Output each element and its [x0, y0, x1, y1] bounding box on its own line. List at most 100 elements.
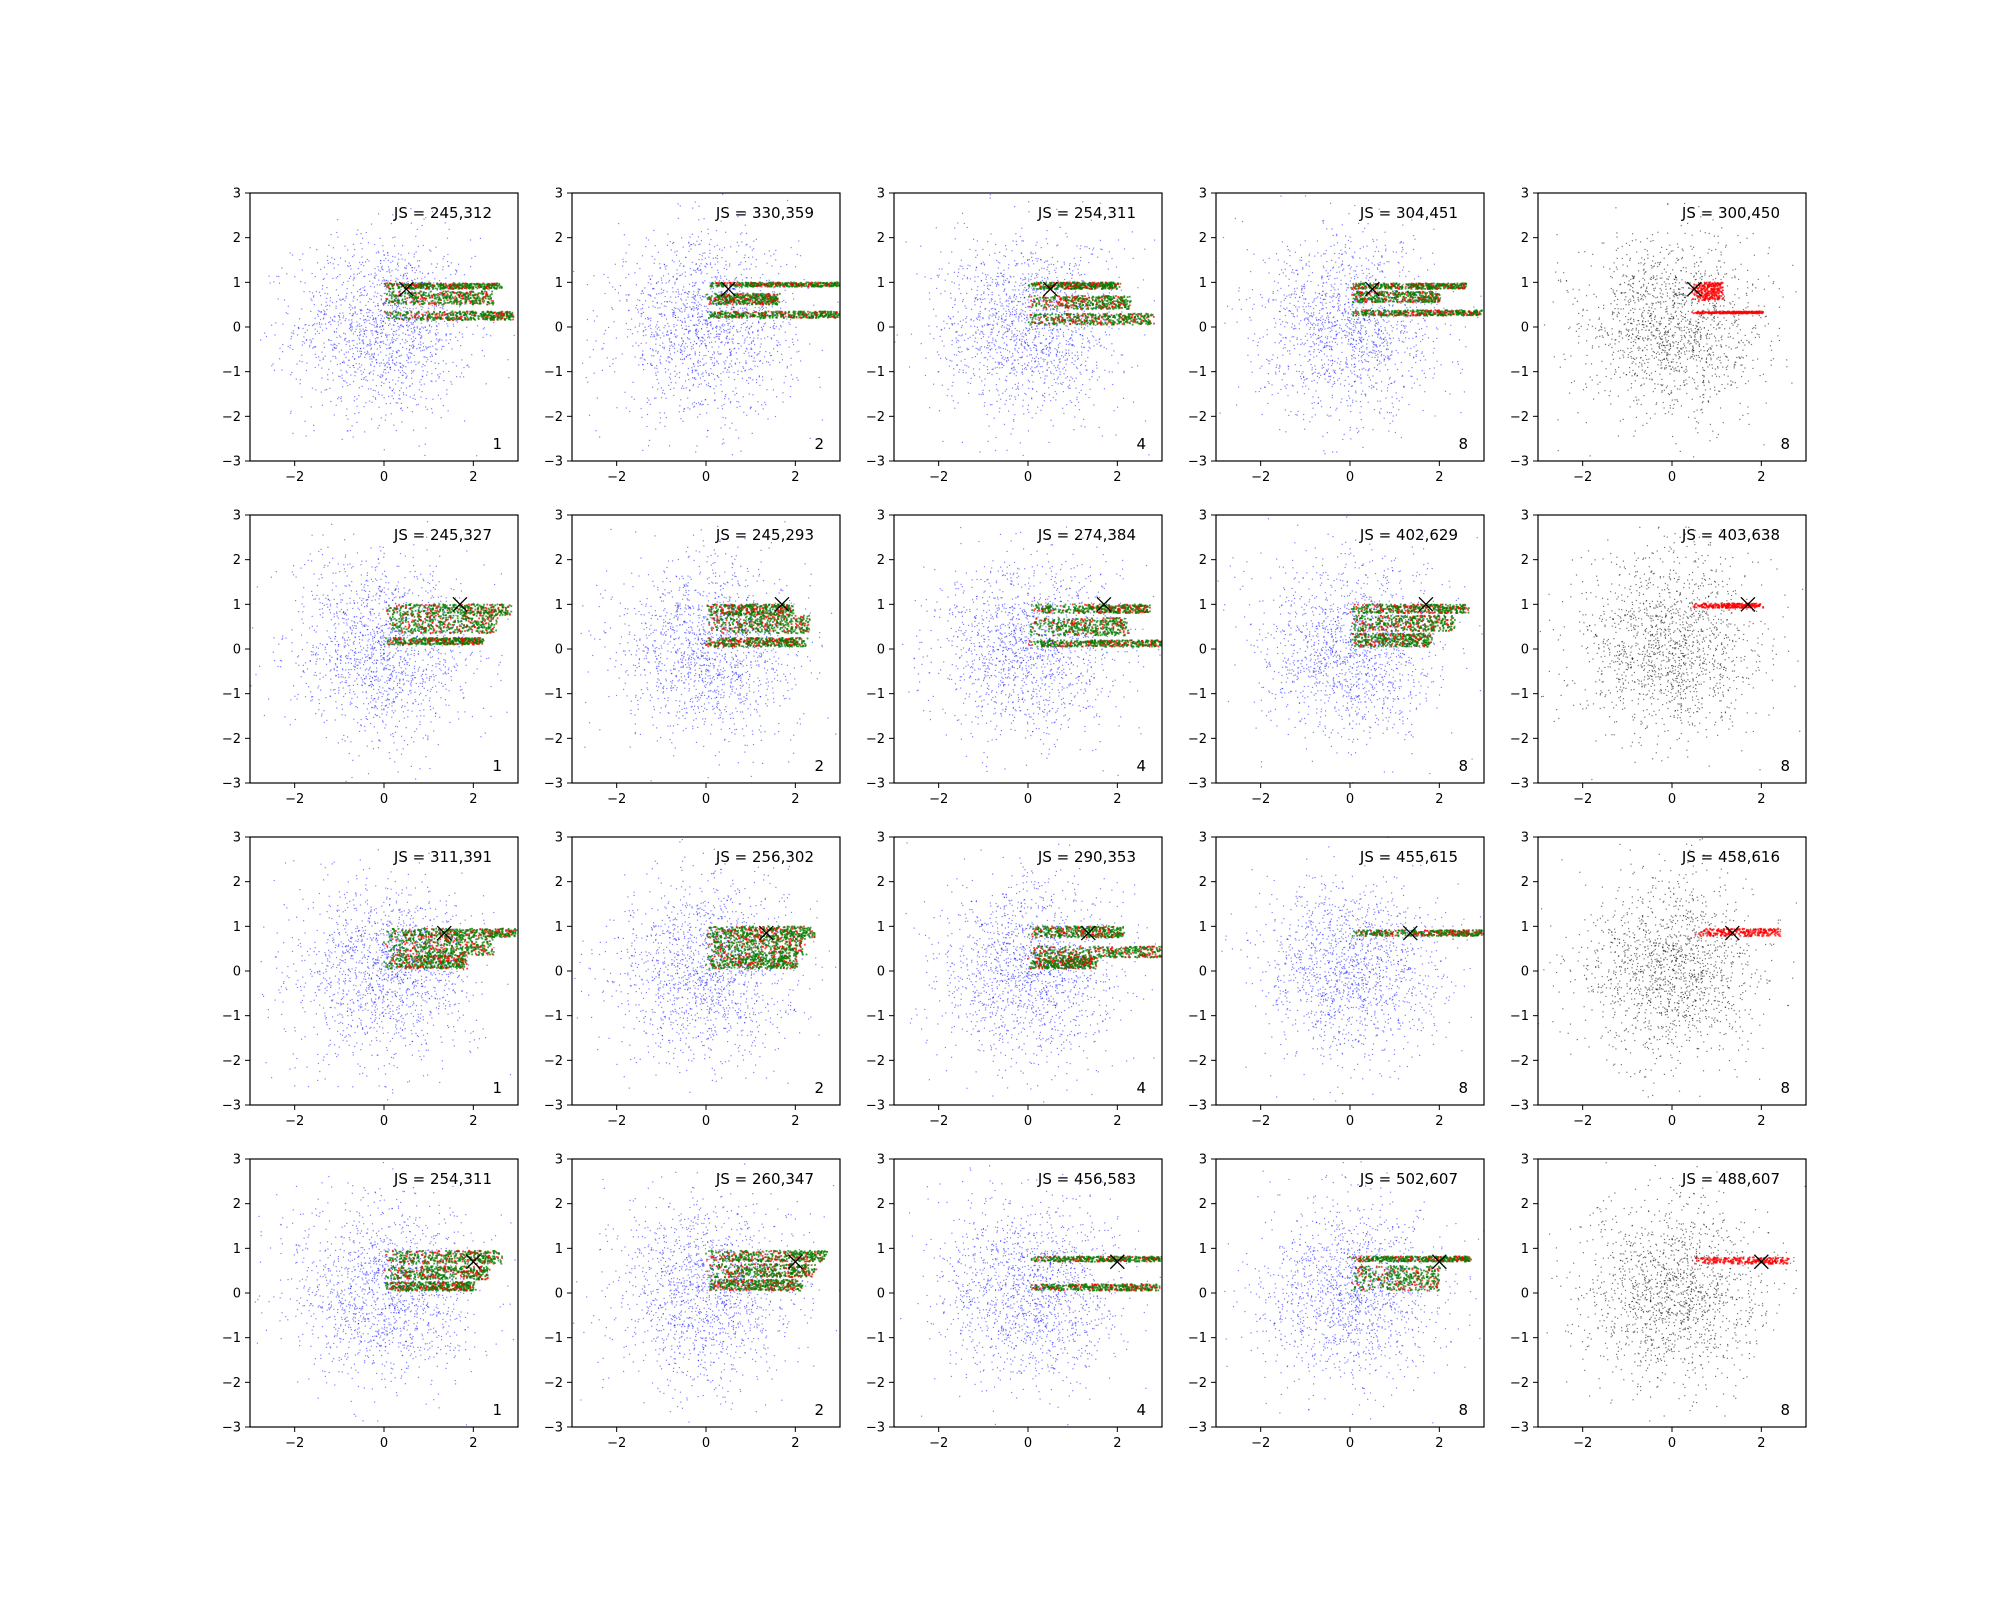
streak-point [394, 295, 397, 298]
streak-point [478, 315, 481, 318]
cloud-point [736, 280, 738, 282]
streak-point [500, 313, 503, 316]
streak-point [407, 312, 409, 315]
cloud-point [680, 307, 682, 309]
cloud-point [673, 347, 676, 349]
cloud-point [354, 312, 356, 314]
cloud-point [634, 356, 636, 358]
streak-point [477, 282, 480, 285]
cloud-point [367, 242, 369, 244]
cloud-point [683, 410, 685, 412]
cloud-point [792, 378, 794, 380]
cloud-point [754, 306, 756, 309]
cloud-point [409, 396, 411, 398]
cloud-point [767, 361, 770, 363]
streak-point [487, 315, 489, 318]
cloud-point [369, 316, 371, 319]
cloud-point [731, 306, 733, 308]
streak-point [489, 294, 492, 296]
cloud-point [781, 359, 783, 361]
cloud-point [388, 293, 391, 295]
streak-point [404, 283, 407, 286]
streak-point [730, 283, 733, 286]
streak-point [438, 293, 441, 296]
streak-point [468, 285, 470, 287]
cloud-point [695, 370, 697, 372]
streak-point [767, 281, 770, 284]
cloud-point [385, 279, 387, 282]
cloud-point [321, 377, 323, 379]
background-cloud [260, 208, 518, 461]
streak-point [479, 301, 481, 304]
cloud-point [371, 361, 373, 363]
cloud-point [713, 388, 715, 390]
streak-point [404, 295, 406, 298]
cloud-point [395, 277, 397, 279]
cloud-point [709, 321, 711, 324]
cloud-point [681, 353, 683, 355]
cloud-point [669, 378, 672, 380]
cloud-point [775, 249, 777, 251]
streak-point [714, 297, 716, 300]
cloud-point [401, 374, 403, 376]
cloud-point [365, 261, 367, 263]
cloud-point [335, 357, 337, 359]
streak-point [410, 301, 413, 304]
cloud-point [587, 381, 589, 383]
cloud-point [352, 256, 354, 258]
cloud-point [469, 239, 472, 241]
streak-point [471, 290, 474, 293]
cloud-point [710, 238, 712, 241]
cloud-point [750, 342, 753, 344]
cloud-point [636, 304, 638, 306]
cloud-point [320, 304, 323, 306]
streak-point [437, 316, 440, 319]
streak-point [726, 282, 729, 284]
cloud-point [386, 316, 388, 318]
cloud-point [387, 361, 389, 363]
cloud-point [614, 371, 616, 373]
cloud-point [689, 236, 691, 238]
cloud-point [622, 258, 624, 260]
cloud-point [699, 340, 701, 342]
streak-point [468, 300, 471, 302]
cloud-point [318, 291, 321, 293]
cloud-point [282, 344, 284, 346]
cloud-point [273, 369, 276, 371]
cloud-point [405, 275, 407, 277]
streak-point [488, 284, 491, 286]
cloud-point [669, 361, 671, 364]
cloud-point [380, 417, 382, 419]
cloud-point [411, 267, 413, 269]
cloud-point [373, 343, 376, 345]
cloud-point [401, 367, 403, 369]
cloud-point [719, 333, 721, 335]
streak-point [426, 319, 429, 321]
cloud-point [439, 373, 441, 375]
cloud-point [647, 294, 649, 296]
cloud-point [746, 277, 748, 279]
cloud-point [712, 327, 714, 329]
streak-bands [706, 281, 840, 319]
cloud-point [302, 253, 304, 255]
cloud-point [390, 413, 392, 415]
cloud-point [685, 342, 687, 345]
streak-point [418, 315, 420, 318]
cloud-point [667, 369, 670, 371]
streak-point [390, 295, 393, 298]
cloud-point [346, 341, 348, 343]
cloud-point [669, 353, 671, 355]
cloud-point [396, 351, 398, 353]
cloud-point [347, 430, 349, 432]
streak-point [443, 313, 446, 316]
streak-point [474, 312, 476, 314]
cloud-point [425, 361, 428, 363]
streak-point [429, 315, 431, 318]
streak-point [467, 287, 470, 290]
cloud-point [692, 296, 694, 298]
cloud-point [665, 318, 668, 320]
streak-point [398, 302, 400, 305]
cloud-point [720, 277, 722, 279]
cloud-point [690, 309, 693, 311]
cloud-point [383, 362, 385, 365]
